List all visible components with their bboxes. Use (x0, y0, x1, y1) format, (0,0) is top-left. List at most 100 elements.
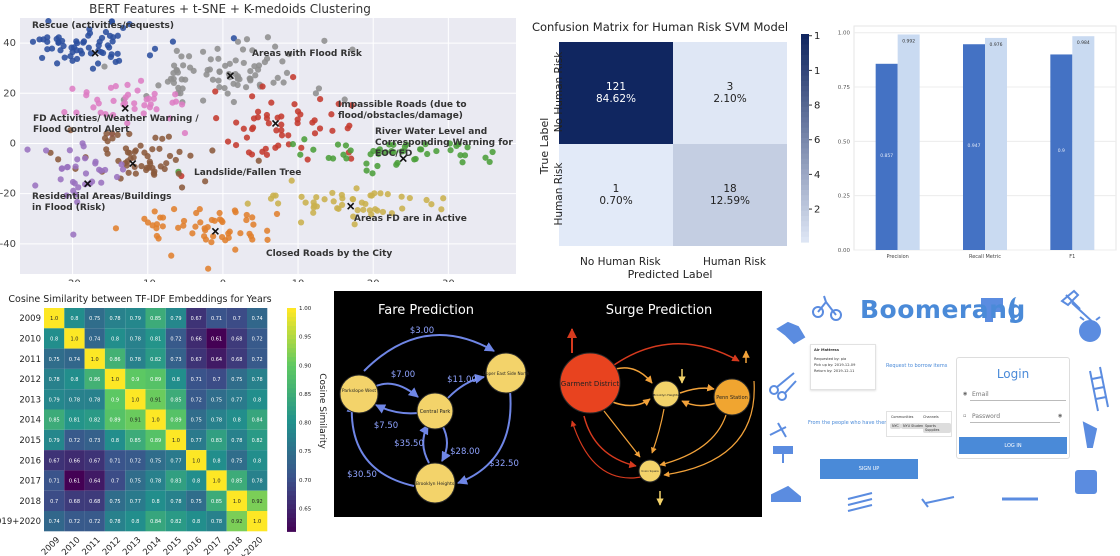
heatmap-cell-value: 0.67 (89, 458, 100, 464)
tsne-point (263, 55, 271, 62)
heatmap-cell-value: 0.75 (150, 458, 161, 464)
tsne-point (114, 32, 121, 39)
tsne-point (32, 182, 39, 189)
tsne-point (222, 237, 229, 244)
heatmap-colorbar-segment (287, 508, 296, 515)
heatmap-cell-value: 0.82 (252, 438, 263, 444)
heatmap-cell-value: 0.8 (172, 377, 180, 383)
heatmap-y-tick: 2009 (19, 314, 41, 324)
heatmap-cell (145, 389, 166, 410)
cm-colorbar-tick-label: 60 (814, 135, 820, 146)
heatmap-cell (84, 308, 105, 329)
cm-colorbar-tick-label: 100 (814, 66, 820, 77)
fare-edge-parkslope-upper (363, 334, 495, 372)
chip-2[interactable]: Sports Supplies (923, 423, 951, 433)
cm-colorbar-segment (801, 205, 809, 212)
heatmap-cell (44, 389, 65, 410)
password-input[interactable] (970, 411, 1060, 423)
tsne-point (173, 67, 180, 74)
tsne-point (330, 198, 337, 205)
heatmap-colorbar-segment (287, 397, 296, 403)
tsne-point (216, 84, 223, 91)
item-request-card[interactable]: Air Mattress Requested by: pia Pick up b… (810, 344, 876, 390)
chip-1[interactable]: NYU Students (901, 423, 929, 429)
heatmap-colorbar-segment (287, 446, 296, 452)
tsne-point (112, 83, 119, 90)
cm-colorbar-segment (801, 138, 809, 144)
tsne-point (132, 170, 139, 177)
cm-colorbar-segment (801, 221, 809, 227)
tsne-ticks: -20 -10 0 10 20 30 -40 -20 0 20 40 (0, 38, 455, 282)
signup-button[interactable]: SIGN UP (820, 459, 918, 479)
tsne-point (249, 124, 257, 131)
heatmap-cell-value: 1.0 (70, 336, 78, 342)
heatmap-cell-value: 0.78 (231, 438, 242, 444)
heatmap-cell (226, 470, 247, 491)
tsne-point (81, 155, 89, 162)
cm-title: Confusion Matrix for Human Risk SVM Mode… (532, 20, 788, 34)
heatmap-cell (206, 470, 227, 491)
email-input[interactable] (970, 389, 1066, 401)
tsne-scatter-panel: Rescue (activities/requests) Areas with F… (0, 0, 520, 282)
tsne-point (71, 180, 78, 187)
heatmap-cell-value: 0.74 (49, 519, 60, 525)
heatmap-cell-value: 0.85 (49, 418, 60, 424)
heatmap-colorbar-tick-label: 0.75 (299, 449, 312, 455)
heatmap-cell (186, 328, 207, 349)
tsne-point (216, 209, 223, 217)
tsne-point (137, 142, 144, 149)
cm-colorbar-segment (801, 112, 809, 118)
heatmap-colorbar-segment (287, 383, 296, 389)
tsne-point (178, 101, 186, 108)
hair-dryer-icon (1082, 421, 1098, 448)
heatmap-cell-value: 0.67 (49, 458, 60, 464)
cm-colorbar-segment (801, 122, 809, 129)
tsne-point (70, 231, 77, 238)
tsne-point (181, 129, 189, 137)
hammer-icon (1060, 289, 1097, 326)
tsne-point (294, 116, 301, 123)
bicycle-icon (812, 295, 842, 321)
tsne-point (428, 201, 435, 208)
heatmap-cell (165, 409, 187, 430)
surge-node-penn (713, 378, 751, 416)
tsne-point (274, 74, 281, 81)
tsne-point (243, 216, 250, 224)
heatmap-cell (104, 308, 126, 329)
show-password-icon[interactable]: ◉ (1058, 413, 1063, 419)
tsne-point (374, 162, 381, 170)
tsne-point (224, 138, 232, 145)
cm-colorbar-segment (801, 184, 809, 191)
tsne-point (247, 68, 254, 75)
heatmap-y-tick: 2010 (19, 334, 41, 344)
cm-colorbar-segment (801, 190, 809, 196)
tsne-point (106, 32, 114, 39)
cm-colorbar-segment (801, 39, 809, 45)
tsne-cluster-label: Landslide/Fallen Tree (194, 168, 301, 178)
tsne-point (349, 46, 356, 53)
heatmap-cell (165, 308, 187, 329)
heatmap-title: Cosine Similarity between TF-IDF Embeddi… (8, 294, 271, 305)
heatmap-colorbar-segment (287, 388, 296, 394)
tsne-point (101, 63, 108, 70)
surge-node-brooklyn (652, 380, 680, 408)
heatmap-colorbar-tick-label: 0.65 (299, 506, 312, 512)
fare-node-brooklyn (414, 462, 456, 504)
heatmap-cell (247, 511, 268, 532)
heatmap-cell (165, 368, 187, 390)
login-button[interactable]: LOG IN (959, 437, 1067, 454)
bar (875, 63, 898, 250)
chip-0[interactable]: NYC (890, 423, 901, 429)
heatmap-cell (206, 511, 227, 532)
tsne-point (423, 196, 430, 204)
heatmap-cell-value: 0.71 (211, 316, 222, 322)
tsne-point (102, 28, 110, 36)
heatmap-cell (206, 490, 227, 511)
cm-cell-count: 121 (606, 81, 626, 93)
heatmap-cell (44, 368, 65, 390)
tsne-point (270, 192, 277, 199)
tsne-point (112, 225, 120, 232)
tsne-point (368, 211, 375, 218)
heatmap-cell-value: 0.8 (131, 519, 139, 525)
tsne-point (348, 155, 355, 162)
